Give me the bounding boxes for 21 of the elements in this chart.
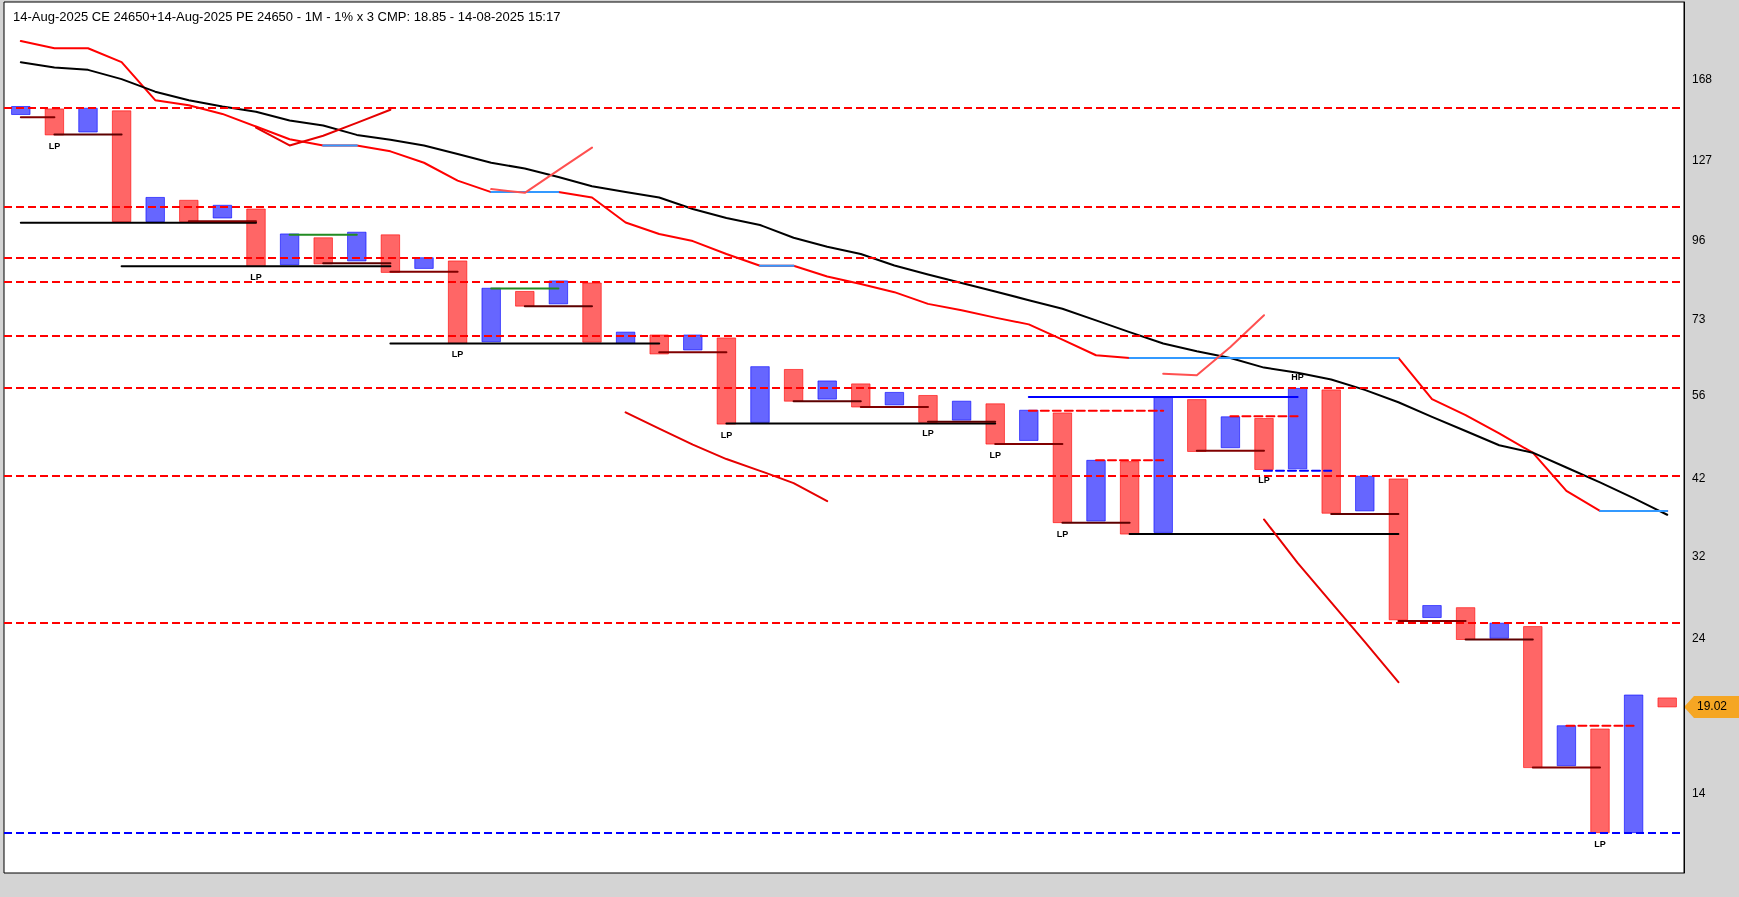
y-tick-label: 168 xyxy=(1692,72,1713,87)
y-tick-label: 73 xyxy=(1692,311,1706,326)
data-label: LP xyxy=(720,430,733,441)
data-label: LP xyxy=(250,272,262,283)
y-tick-label: 56 xyxy=(1692,387,1706,402)
y-tick-label: 14 xyxy=(1692,786,1706,801)
data-label: LP xyxy=(989,450,1001,461)
data-label: LP xyxy=(451,349,464,360)
data-label: LP xyxy=(48,140,61,151)
data-label: LP xyxy=(1594,838,1606,849)
y-tick-label: 42 xyxy=(1692,470,1706,485)
text: 19.02 xyxy=(1697,699,1728,713)
y-tick-label: 127 xyxy=(1692,152,1713,167)
data-label: LP xyxy=(922,428,934,439)
text: 14-Aug-2025 CE 24650+14-Aug-2025 PE 24650 - 1M - 1% x 3 CMP: 18.85 - 14-08-2025 15:17 xyxy=(13,9,561,24)
data-label: LP xyxy=(1056,528,1069,539)
y-tick-label: 96 xyxy=(1692,233,1706,248)
data-label: LP xyxy=(1258,475,1270,486)
data-label: HP xyxy=(1291,372,1304,383)
y-tick-label: 24 xyxy=(1692,631,1706,646)
y-tick-label: 32 xyxy=(1692,548,1706,563)
